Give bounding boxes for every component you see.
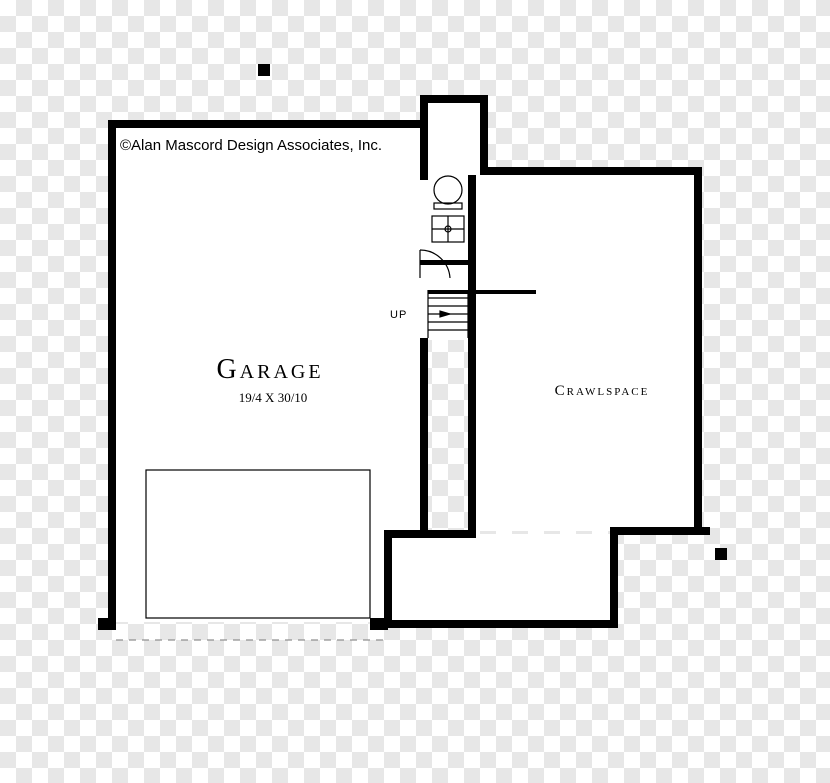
- garage-door-panel: [146, 470, 370, 618]
- garage-title: Garage: [216, 354, 323, 385]
- stair-up-label: UP: [390, 309, 407, 321]
- floor-plan: ©Alan Mascord Design Associates, Inc. Ga…: [0, 0, 830, 783]
- crawlspace-title: Crawlspace: [555, 383, 650, 399]
- copyright-text: ©Alan Mascord Design Associates, Inc.: [120, 137, 382, 154]
- garage-dimensions: 19/4 X 30/10: [239, 390, 308, 405]
